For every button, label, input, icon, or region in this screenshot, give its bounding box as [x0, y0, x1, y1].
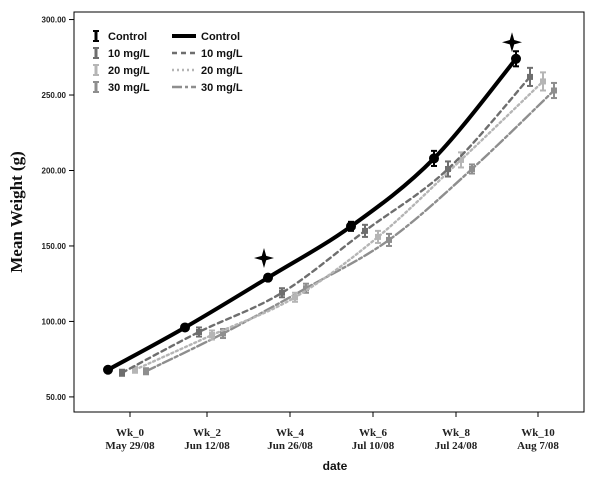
y-tick-label: 150.00 [42, 242, 67, 251]
series-line [133, 80, 545, 371]
legend-label: 10 mg/L [108, 48, 150, 60]
x-tick-label-week: Wk_2 [193, 427, 222, 439]
data-point [346, 221, 356, 232]
legend-label: 20 mg/L [108, 65, 150, 77]
series-30-mg-l [143, 81, 557, 376]
x-tick-label-date: Jun 26/08 [267, 440, 313, 452]
significance-star [254, 248, 274, 269]
y-tick-label: 100.00 [42, 317, 67, 326]
y-tick-label: 200.00 [42, 166, 67, 175]
y-tick-label: 250.00 [42, 91, 67, 100]
data-point [527, 73, 533, 80]
legend-label: 20 mg/L [201, 65, 243, 77]
series-20-mg-l [132, 71, 546, 374]
series-line [144, 89, 556, 373]
data-point [375, 233, 381, 240]
y-tick-label: 50.00 [46, 393, 67, 402]
data-point [103, 364, 113, 375]
y-tick-label: 300.00 [42, 16, 67, 25]
data-point [429, 153, 439, 164]
x-tick-label-date: Aug 7/08 [517, 440, 559, 452]
data-point [445, 165, 451, 172]
legend-label: 30 mg/L [108, 82, 150, 94]
series-layer [103, 50, 557, 377]
data-point [362, 227, 368, 234]
data-point [303, 285, 309, 292]
data-point [469, 165, 475, 172]
data-point [551, 87, 557, 94]
data-point [220, 330, 226, 337]
data-point [143, 368, 149, 375]
legend: Control Control 10 mg/L 10 mg/L 20 mg/L 20 mg… [93, 30, 243, 94]
data-point [386, 236, 392, 243]
series-10-mg-l [119, 66, 533, 377]
data-point [458, 156, 464, 163]
legend-label: Control [108, 31, 147, 43]
legend-label: 10 mg/L [201, 48, 243, 60]
data-point [119, 369, 125, 376]
x-tick-label-week: Wk_10 [521, 427, 555, 439]
annotations [254, 32, 522, 269]
plot-frame [73, 11, 585, 413]
series-control [103, 50, 521, 375]
x-tick-label-date: Jul 10/08 [352, 440, 395, 452]
x-tick-label-date: Jun 12/08 [184, 440, 230, 452]
legend-label: Control [201, 31, 240, 43]
significance-star [502, 32, 522, 53]
x-tick-label-date: Jul 24/08 [435, 440, 478, 452]
x-tick-label-date: May 29/08 [105, 440, 155, 452]
x-tick-label-week: Wk_4 [276, 427, 305, 439]
x-tick-label-week: Wk_0 [116, 427, 145, 439]
x-tick-label-week: Wk_6 [359, 427, 388, 439]
data-point [263, 272, 273, 283]
data-point [132, 366, 138, 373]
data-point [196, 329, 202, 335]
data-point [180, 322, 190, 333]
y-axis-title: Mean Weight (g) [7, 151, 26, 273]
data-point [540, 78, 546, 85]
legend-label: 30 mg/L [201, 82, 243, 94]
x-axis-title: date [323, 459, 348, 473]
data-point [511, 53, 521, 64]
data-point [292, 294, 298, 301]
data-point [279, 289, 285, 296]
x-tick-label-week: Wk_8 [442, 427, 471, 439]
data-point [209, 332, 215, 339]
y-axis: 50.00 100.00 150.00 200.00 250.00 300.00 [42, 16, 74, 402]
